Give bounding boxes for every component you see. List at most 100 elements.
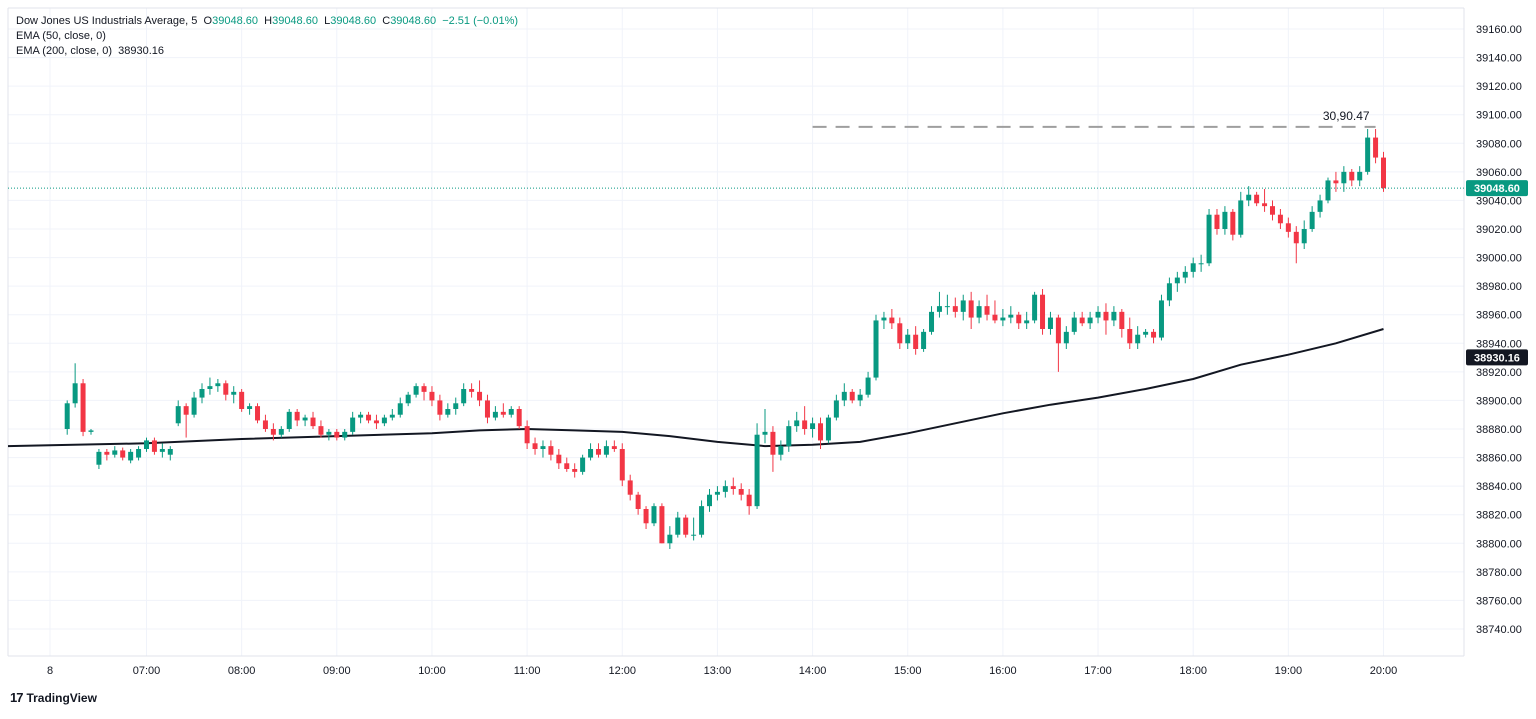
- price-tick-label: 38840.00: [1476, 481, 1522, 493]
- candle: [714, 486, 720, 501]
- candle: [389, 409, 395, 421]
- price-tick-label: 38940.00: [1476, 338, 1522, 350]
- candle: [500, 403, 506, 418]
- candle-body: [1071, 317, 1077, 332]
- candle: [944, 294, 950, 315]
- open-value: 39048.60: [212, 15, 258, 27]
- candle: [1206, 209, 1212, 267]
- candle: [1087, 311, 1093, 329]
- time-tick-label: 18:00: [1179, 665, 1207, 677]
- time-tick-label: 08:00: [228, 665, 256, 677]
- candle-body: [421, 386, 427, 392]
- ema200-label[interactable]: EMA (200, close, 0): [16, 45, 112, 57]
- ema50-label[interactable]: EMA (50, close, 0): [16, 30, 106, 42]
- candle: [564, 457, 570, 472]
- candle-body: [1103, 311, 1109, 321]
- candle: [936, 291, 942, 318]
- candle-body: [1000, 317, 1006, 321]
- candle-body: [1381, 157, 1386, 189]
- candle: [1040, 289, 1046, 335]
- ema-200-layer: [7, 328, 1384, 448]
- candle: [477, 380, 483, 407]
- price-tick-label: 38800.00: [1476, 538, 1522, 550]
- time-tick-label: 11:00: [514, 665, 541, 677]
- candle: [1127, 317, 1133, 349]
- time-tick-label: 09:00: [323, 665, 351, 677]
- candle: [112, 446, 118, 458]
- candle: [302, 414, 308, 427]
- candle: [1095, 306, 1101, 324]
- candle: [691, 517, 697, 541]
- open-label: O: [203, 15, 213, 27]
- candle: [1182, 266, 1188, 284]
- candle: [516, 406, 522, 429]
- candle-body: [532, 443, 538, 449]
- candle: [1381, 151, 1386, 192]
- candle-body: [1373, 137, 1379, 158]
- candles: [64, 129, 1386, 549]
- candle: [492, 406, 498, 421]
- candle-body: [849, 391, 855, 401]
- candle-body: [151, 440, 157, 452]
- candle: [1174, 271, 1180, 292]
- price-tick-label: 39020.00: [1476, 224, 1522, 236]
- candle: [722, 480, 728, 498]
- price-axis[interactable]: 38740.00 38760.00 38780.00 38800.00 38820.00…: [1476, 24, 1522, 636]
- candle: [818, 417, 824, 449]
- candle-body: [603, 446, 609, 455]
- tradingview-name: TradingView: [26, 690, 97, 705]
- last-price-tag: [1466, 180, 1528, 197]
- candle: [207, 377, 213, 395]
- candle: [1111, 306, 1117, 327]
- candle: [1032, 291, 1038, 324]
- candle: [1373, 129, 1379, 164]
- candle-body: [516, 409, 522, 427]
- candle-body: [247, 406, 253, 409]
- candle: [1103, 303, 1109, 335]
- candle: [1301, 220, 1307, 249]
- candle-body: [96, 451, 102, 465]
- candle: [255, 403, 261, 424]
- candle-body: [619, 449, 625, 481]
- candle: [754, 423, 760, 509]
- candle-body: [889, 317, 895, 324]
- candle-body: [595, 449, 601, 455]
- candle: [1055, 314, 1061, 372]
- tradingview-branding[interactable]: 17 TradingView: [10, 690, 97, 705]
- price-tick-label: 39080.00: [1476, 138, 1522, 150]
- candle: [358, 411, 364, 424]
- candle: [144, 437, 149, 452]
- legend-symbol-row[interactable]: Dow Jones US Industrials Average, 5 O390…: [16, 15, 519, 27]
- candle: [159, 443, 165, 458]
- candle-body: [429, 391, 435, 401]
- candle: [215, 379, 221, 392]
- legend-ema50-row[interactable]: EMA (50, close, 0): [16, 29, 518, 44]
- candle: [1365, 129, 1371, 175]
- time-axis[interactable]: 8 07:00 08:00 09:00 10:00 11:00 12:00 13:00 14:0…: [47, 665, 1397, 677]
- candle-body: [104, 451, 110, 455]
- candle-body: [580, 457, 586, 472]
- candle-body: [683, 517, 689, 535]
- time-tick-label: 15:00: [894, 665, 922, 677]
- legend-ema200-row[interactable]: EMA (200, close, 0) 38930.16: [16, 44, 518, 59]
- candle-body: [1230, 211, 1236, 235]
- high-annotation[interactable]: 30,90.47: [812, 109, 1376, 128]
- candle: [1254, 191, 1260, 207]
- candle: [1238, 191, 1244, 238]
- symbol-name[interactable]: Dow Jones US Industrials Average: [16, 15, 186, 27]
- candle-body: [286, 411, 292, 429]
- candle-body: [968, 300, 974, 318]
- candle-body: [1333, 180, 1339, 184]
- candle-body: [136, 449, 142, 458]
- candle: [310, 411, 316, 429]
- candle: [825, 414, 831, 444]
- candle: [540, 440, 546, 458]
- candle: [1333, 171, 1339, 192]
- candle: [706, 489, 712, 512]
- candle-body: [1349, 171, 1355, 181]
- candle: [278, 426, 284, 438]
- time-tick-label: 8: [47, 665, 53, 677]
- candle-body: [492, 411, 498, 418]
